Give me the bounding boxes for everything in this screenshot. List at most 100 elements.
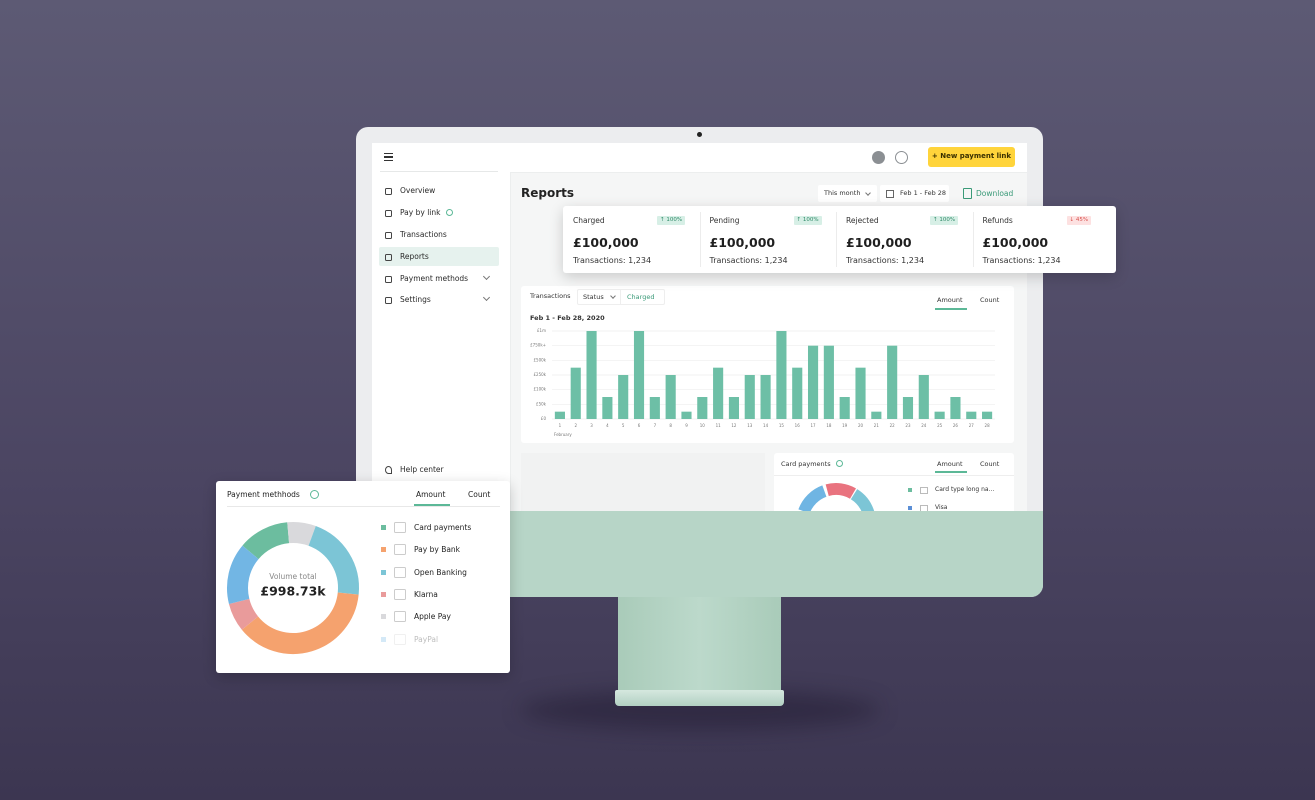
bar [713, 367, 724, 419]
bar [823, 345, 834, 419]
stat-transactions: Transactions: 1,234 [982, 256, 1061, 265]
payment-methods-donut: Volume total £998.73k [227, 522, 359, 654]
x-tick-label: 22 [890, 423, 896, 428]
card-payments-donut [798, 483, 875, 511]
x-tick-label: 7 [654, 423, 657, 428]
card-payments-tab[interactable]: Count [980, 460, 1000, 468]
card-payments-tab[interactable]: Amount [937, 460, 963, 468]
nav-label: Pay by link [400, 208, 441, 217]
bar [776, 331, 787, 419]
nav-item[interactable]: Reports [379, 247, 499, 266]
x-tick-label: 8 [669, 423, 672, 428]
y-tick-label: £1m [537, 328, 546, 333]
legend-label: Card payments [414, 523, 472, 532]
payment-methods-divider [227, 506, 500, 507]
x-axis-label: February [554, 432, 572, 437]
x-tick-label: 24 [921, 423, 927, 428]
y-tick-label: £500k [534, 357, 547, 362]
tab-underline [935, 471, 967, 473]
bar [633, 331, 645, 419]
card-payments-title: Card payments [781, 460, 831, 468]
card-payments-card: Card payments Amount Count Card type long n… [774, 453, 1014, 511]
download-icon [963, 188, 972, 199]
download-link[interactable]: Download [976, 189, 1014, 198]
x-tick-label: 13 [747, 423, 753, 428]
y-tick-label: £250k [534, 372, 547, 377]
stat-amount: £100,000 [982, 235, 1049, 250]
user-icon[interactable] [895, 151, 908, 164]
bar [950, 397, 961, 419]
stat-label: Rejected [846, 216, 879, 225]
nav-item[interactable]: Transactions [379, 225, 499, 244]
bell-icon[interactable] [872, 151, 885, 164]
stat-transactions: Transactions: 1,234 [573, 256, 652, 265]
y-tick-label: £750k+ [530, 343, 546, 348]
x-tick-label: 19 [842, 423, 848, 428]
nav-label: Overview [400, 186, 436, 195]
monitor-neck [618, 597, 781, 691]
bar [871, 411, 882, 419]
donut-center-label: Volume total [269, 572, 316, 581]
payment-methods-tab[interactable]: Count [468, 490, 491, 499]
donut-arc [850, 489, 875, 511]
chart-title: Transactions [530, 292, 571, 300]
nav-item[interactable]: Payment methods [379, 269, 499, 288]
x-tick-label: 18 [826, 423, 832, 428]
x-tick-label: 12 [731, 423, 737, 428]
chart-subtitle: Feb 1 - Feb 28, 2020 [530, 314, 605, 322]
legend-icon [394, 566, 406, 578]
chevron [482, 293, 491, 302]
nav-icon [385, 276, 392, 283]
stat-transactions: Transactions: 1,234 [709, 256, 788, 265]
bar [902, 397, 914, 419]
donut-center-value: £998.73k [260, 584, 326, 599]
chart-tab[interactable]: Amount [937, 296, 963, 304]
tab-underline [414, 504, 450, 506]
stat-divider [972, 212, 974, 267]
legend-swatch [908, 506, 912, 510]
y-tick-label: £0 [541, 416, 547, 421]
legend-icon [394, 522, 406, 533]
bar [649, 397, 660, 419]
x-tick-label: 9 [685, 423, 688, 428]
bar [681, 411, 692, 419]
stat-transactions: Transactions: 1,234 [846, 256, 925, 265]
y-tick-label: £100k [534, 387, 547, 392]
transactions-card: Transactions Status Charged Amount Count Feb … [521, 286, 1014, 443]
empty-panel [521, 453, 765, 511]
x-tick-label: 17 [811, 423, 817, 428]
chart-tab[interactable]: Count [980, 296, 1000, 304]
help-center[interactable]: Help center [400, 465, 444, 474]
x-tick-label: 20 [858, 423, 864, 428]
bar [602, 397, 613, 419]
legend-label: Klarna [414, 589, 438, 599]
nav-item[interactable]: Settings [379, 290, 499, 309]
stats-card: Charged ↑ 100% £100,000 Transactions: 1,234… [563, 206, 1116, 273]
stat-change: ↑ 100% [930, 216, 959, 225]
payment-methods-card: Payment methhods Amount Count Volume total £… [216, 481, 510, 673]
bar [697, 397, 708, 419]
nav-label: Reports [400, 252, 429, 261]
calendar-icon [886, 190, 894, 198]
nav-icon [385, 297, 392, 304]
nav-item[interactable]: Overview [379, 181, 499, 200]
x-tick-label: 27 [969, 423, 975, 428]
nav-icon [385, 254, 392, 261]
button-label: + New payment link [931, 152, 1012, 160]
card-payments-divider [774, 475, 1014, 476]
x-tick-label: 11 [716, 423, 722, 428]
menu-button[interactable] [384, 153, 393, 161]
legend-swatch [381, 614, 386, 620]
date-range[interactable]: Feb 1 - Feb 28 [880, 185, 949, 202]
nav-item[interactable]: Pay by link [379, 203, 499, 222]
donut-arc [825, 483, 856, 499]
x-tick-label: 16 [795, 423, 801, 428]
payment-methods-tab[interactable]: Amount [416, 490, 446, 499]
status-filter[interactable]: Status Charged [577, 289, 665, 305]
x-tick-label: 28 [985, 423, 991, 428]
filter-divider [620, 290, 621, 304]
period-dropdown[interactable]: This month [818, 185, 877, 202]
stat-label: Refunds [982, 216, 1013, 225]
camera [697, 132, 702, 137]
new-payment-link-button[interactable]: + New payment link [928, 147, 1015, 167]
